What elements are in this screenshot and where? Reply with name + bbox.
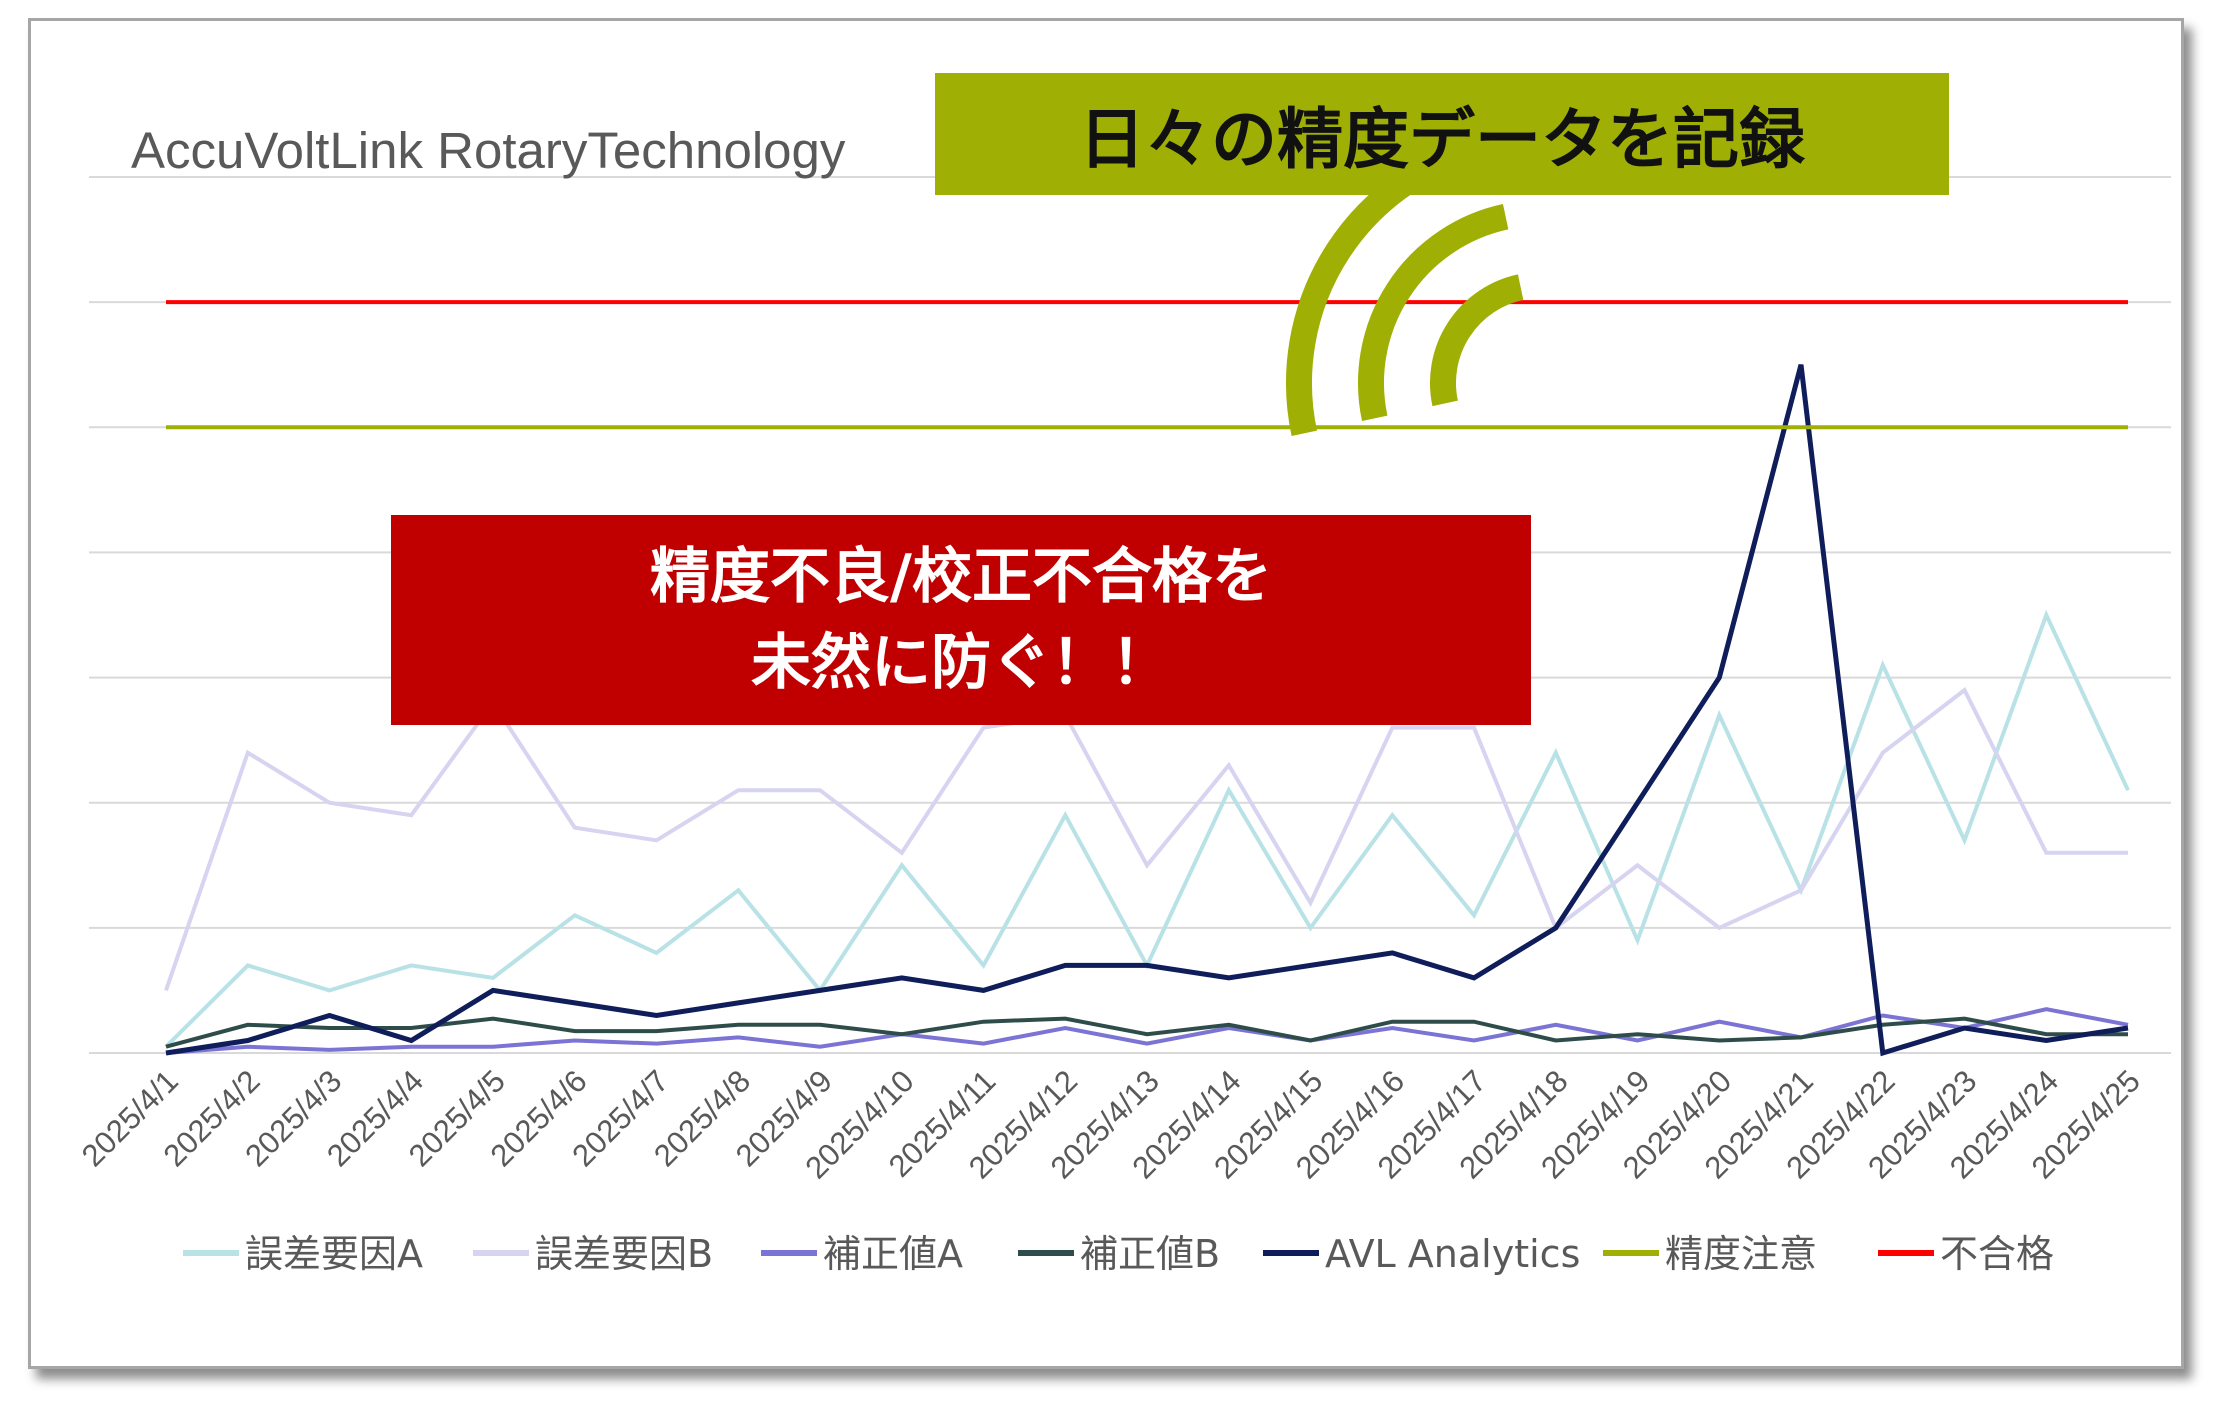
- header-banner-text: 日々の精度データを記録: [1079, 101, 1805, 178]
- legend-label-精度注意: 精度注意: [1665, 1232, 1817, 1276]
- legend-label-補正値a: 補正値A: [823, 1232, 963, 1276]
- x-tick-labels: 2025/4/12025/4/22025/4/32025/4/42025/4/5…: [75, 1063, 2147, 1185]
- chart-title: AccuVoltLink RotaryTechnology: [131, 122, 846, 179]
- header-banner: 日々の精度データを記録: [935, 73, 1949, 195]
- series-lines: [164, 300, 2130, 1057]
- series-line-補正値b: [165, 1016, 2128, 1049]
- series-line-avl-analytics: [165, 364, 2129, 1057]
- series-line-誤差要因b: [164, 687, 2128, 992]
- callout-line-2: 未然に防ぐ！！: [751, 628, 1171, 698]
- legend-label-不合格: 不合格: [1940, 1232, 2054, 1276]
- chart-canvas: 2025/4/12025/4/22025/4/32025/4/42025/4/5…: [75, 133, 2171, 1276]
- legend-label-誤差要因a: 誤差要因A: [245, 1232, 423, 1276]
- legend-label-誤差要因b: 誤差要因B: [535, 1232, 713, 1276]
- callout-line-1: 精度不良/校正不合格を: [650, 542, 1272, 612]
- callout-box: 精度不良/校正不合格を 未然に防ぐ！！: [391, 515, 1531, 725]
- legend-label-補正値b: 補正値B: [1080, 1232, 1220, 1276]
- legend: 誤差要因A 誤差要因B 補正値A 補正値B AVL Analytics 精度注意 不合格: [183, 1232, 2054, 1276]
- chart-frame: 2025/4/1 2025/4/2 2025/4/3 2025/4/4 2025/4/5…: [28, 18, 2184, 1369]
- legend-label-avl-analytics: AVL Analytics: [1325, 1232, 1580, 1276]
